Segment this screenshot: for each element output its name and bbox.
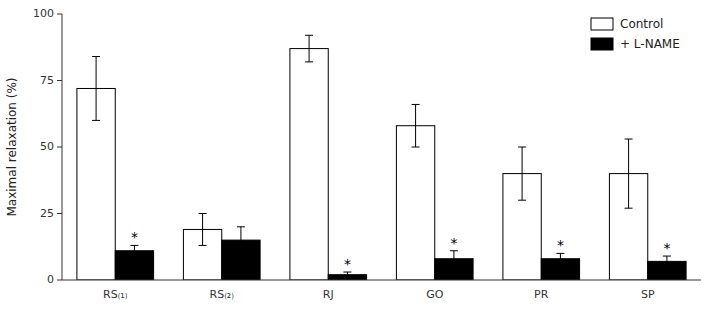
error-bar-cap: [92, 120, 100, 121]
bar: [396, 126, 434, 280]
error-bar-cap: [237, 226, 245, 227]
chart-container: 0255075100Maximal relaxation (%)RS₍₁₎RS₍…: [0, 0, 715, 314]
plot-area: [77, 35, 686, 280]
error-bar-cap: [450, 266, 458, 267]
error-bar-stem: [309, 35, 310, 62]
annotation: *: [131, 229, 138, 245]
error-bar: [518, 147, 526, 200]
error-bar-cap: [412, 147, 420, 148]
error-bar-cap: [92, 56, 100, 57]
y-tick-label: 100: [33, 7, 54, 20]
error-bar-stem: [96, 57, 97, 121]
legend-label: Control: [620, 17, 663, 31]
y-tick: [57, 280, 62, 281]
x-tick-label: RJ: [323, 288, 334, 301]
error-bar-cap: [412, 104, 420, 105]
error-bar: [450, 251, 458, 267]
error-bar-cap: [663, 266, 671, 267]
chart: 0255075100Maximal relaxation (%)RS₍₁₎RS₍…: [0, 0, 715, 314]
y-tick-label: 50: [40, 140, 54, 153]
error-bar-stem: [560, 253, 561, 264]
y-tick: [57, 147, 62, 148]
error-bar: [237, 227, 245, 254]
error-bar: [556, 253, 564, 264]
error-bar: [305, 35, 313, 62]
error-bar-cap: [237, 253, 245, 254]
error-bar: [663, 256, 671, 267]
error-bar-cap: [130, 256, 138, 257]
error-bar-stem: [240, 227, 241, 254]
x-axis-line: [62, 280, 701, 281]
y-tick: [57, 80, 62, 81]
legend-swatch: [591, 38, 613, 50]
x-tick-label: RS₍₁₎: [103, 288, 128, 301]
x-axis: RS₍₁₎ RS₍₂₎ RJ GO PR SP: [62, 280, 701, 301]
y-tick: [57, 14, 62, 15]
x-tick-label: RS₍₂₎: [210, 288, 235, 301]
y-tick: [57, 213, 62, 214]
error-bar-stem: [202, 214, 203, 246]
error-bar-stem: [415, 104, 416, 147]
error-bar: [130, 245, 138, 256]
error-bar: [92, 57, 100, 121]
error-bar-cap: [199, 213, 207, 214]
error-bar: [625, 139, 633, 208]
error-bar-cap: [343, 277, 351, 278]
error-bar-stem: [453, 251, 454, 267]
x-tick-label: PR: [534, 288, 549, 301]
error-bar-cap: [199, 245, 207, 246]
x-tick-label: GO: [426, 288, 444, 301]
bar: [290, 49, 328, 280]
annotation: *: [450, 235, 457, 251]
error-bar: [412, 104, 420, 147]
error-bar: [343, 272, 351, 277]
y-axis-line: [62, 14, 63, 280]
y-tick-label: 0: [47, 273, 54, 286]
error-bar-stem: [522, 147, 523, 200]
error-bar-stem: [628, 139, 629, 208]
legend: Control + L-NAME: [591, 17, 680, 51]
error-bar: [199, 214, 207, 246]
annotation: *: [557, 237, 564, 253]
annotation: *: [344, 256, 351, 272]
series: [77, 35, 648, 280]
error-bar-cap: [625, 139, 633, 140]
error-bar-cap: [305, 35, 313, 36]
error-bar-cap: [305, 61, 313, 62]
error-bar-cap: [518, 147, 526, 148]
y-tick-label: 75: [40, 74, 54, 87]
error-bar-cap: [518, 200, 526, 201]
legend-swatch: [591, 18, 613, 30]
x-tick-label: SP: [641, 288, 655, 301]
error-bar-cap: [556, 264, 564, 265]
y-axis: 0 25 50 75 100: [33, 7, 62, 286]
error-bar-stem: [347, 272, 348, 277]
annotation: *: [663, 240, 670, 256]
error-bar-stem: [134, 245, 135, 256]
y-axis-label: Maximal relaxation (%): [5, 77, 19, 216]
y-tick-label: 25: [40, 207, 54, 220]
series: [115, 227, 686, 280]
error-bar-cap: [625, 208, 633, 209]
error-bar-stem: [666, 256, 667, 267]
legend-label: + L-NAME: [620, 37, 680, 51]
